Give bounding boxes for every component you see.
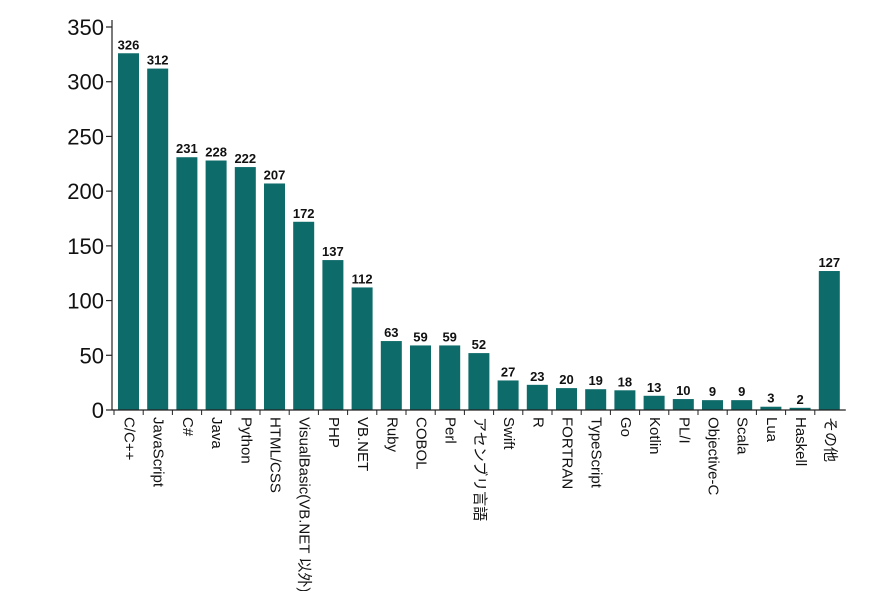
x-tick-label: Python	[237, 417, 254, 464]
bar	[585, 389, 607, 410]
bar	[234, 167, 256, 410]
y-tick-label: 0	[92, 398, 104, 423]
bar	[672, 399, 694, 410]
data-label: 172	[293, 206, 315, 221]
bar	[760, 406, 782, 410]
data-label: 10	[676, 383, 690, 398]
x-tick-label: Haskell	[792, 417, 809, 466]
data-label: 112	[352, 271, 373, 286]
bar	[322, 260, 344, 410]
bar	[293, 221, 315, 410]
bar	[351, 287, 373, 410]
data-label: 19	[588, 373, 602, 388]
data-label: 312	[147, 53, 169, 68]
data-label: 9	[709, 384, 716, 399]
x-tick-label: COBOL	[413, 417, 430, 470]
x-tick-label: VisualBasic(VB.NET 以外)	[296, 417, 313, 591]
bar	[731, 400, 753, 410]
x-tick-label: Go	[617, 417, 634, 437]
data-label: 137	[322, 244, 344, 259]
x-tick-label: R	[529, 417, 546, 428]
bar	[410, 345, 431, 410]
y-tick-label: 350	[67, 15, 104, 40]
y-tick-label: 100	[67, 289, 104, 314]
bar	[614, 390, 636, 410]
y-tick-label: 250	[67, 124, 104, 149]
data-label: 52	[472, 337, 486, 352]
data-label: 207	[264, 167, 286, 182]
data-label: 23	[530, 369, 544, 384]
y-tick-label: 50	[80, 343, 104, 368]
bar	[643, 395, 665, 410]
x-tick-label: Perl	[442, 417, 459, 444]
data-label: 228	[205, 145, 227, 160]
x-tick-label: VB.NET	[354, 417, 371, 471]
x-tick-label: Java	[208, 417, 225, 449]
bar	[497, 380, 519, 410]
x-tick-label: その他	[821, 417, 838, 462]
x-tick-label: Scala	[734, 417, 751, 455]
data-label: 59	[413, 329, 427, 344]
bar	[264, 183, 285, 410]
data-label: 27	[501, 364, 515, 379]
x-tick-label: Swift	[500, 417, 517, 450]
x-tick-label: PHP	[325, 417, 342, 448]
data-label: 222	[234, 151, 256, 166]
bar	[380, 341, 402, 410]
data-label: 3	[767, 391, 774, 406]
data-label: 63	[384, 325, 398, 340]
bar	[118, 53, 139, 411]
bar	[556, 388, 577, 410]
bar	[468, 353, 490, 410]
bar	[147, 68, 169, 410]
data-label: 20	[559, 372, 573, 387]
data-label: 18	[618, 374, 632, 389]
x-tick-label: Objective-C	[705, 417, 722, 496]
data-label: 326	[118, 37, 140, 52]
x-tick-label: Kotlin	[646, 417, 663, 455]
x-tick-label: HTML/CSS	[267, 417, 284, 493]
data-label: 9	[738, 384, 745, 399]
x-tick-label: FORTRAN	[559, 417, 576, 489]
x-tick-label: TypeScript	[588, 417, 605, 489]
bar	[176, 157, 198, 410]
data-label: 231	[176, 141, 198, 156]
y-tick-label: 150	[67, 234, 104, 259]
data-label: 2	[796, 392, 803, 407]
bar	[702, 400, 723, 410]
x-tick-label: PL/I	[675, 417, 692, 444]
x-tick-label: Ruby	[383, 417, 400, 453]
x-tick-label: C#	[179, 417, 196, 437]
x-axis: C/C++ JavaScript C# Java Python HTML/CSS Visua…	[112, 409, 846, 591]
x-tick-label: Lua	[763, 417, 780, 443]
x-tick-label: JavaScript	[150, 417, 167, 488]
y-tick-label: 300	[67, 70, 104, 95]
bar	[439, 345, 461, 410]
x-tick-label: アセンブリ言語	[471, 417, 489, 521]
bar	[526, 384, 548, 410]
data-label: 59	[442, 329, 456, 344]
data-label: 13	[647, 380, 661, 395]
y-axis: 0 50 100 150 200 250 300 350	[67, 15, 113, 423]
bar	[818, 271, 840, 410]
y-tick-label: 200	[67, 179, 104, 204]
x-tick-label: C/C++	[121, 417, 138, 461]
data-label: 127	[818, 255, 840, 270]
bar	[789, 407, 811, 410]
bar	[205, 160, 227, 410]
